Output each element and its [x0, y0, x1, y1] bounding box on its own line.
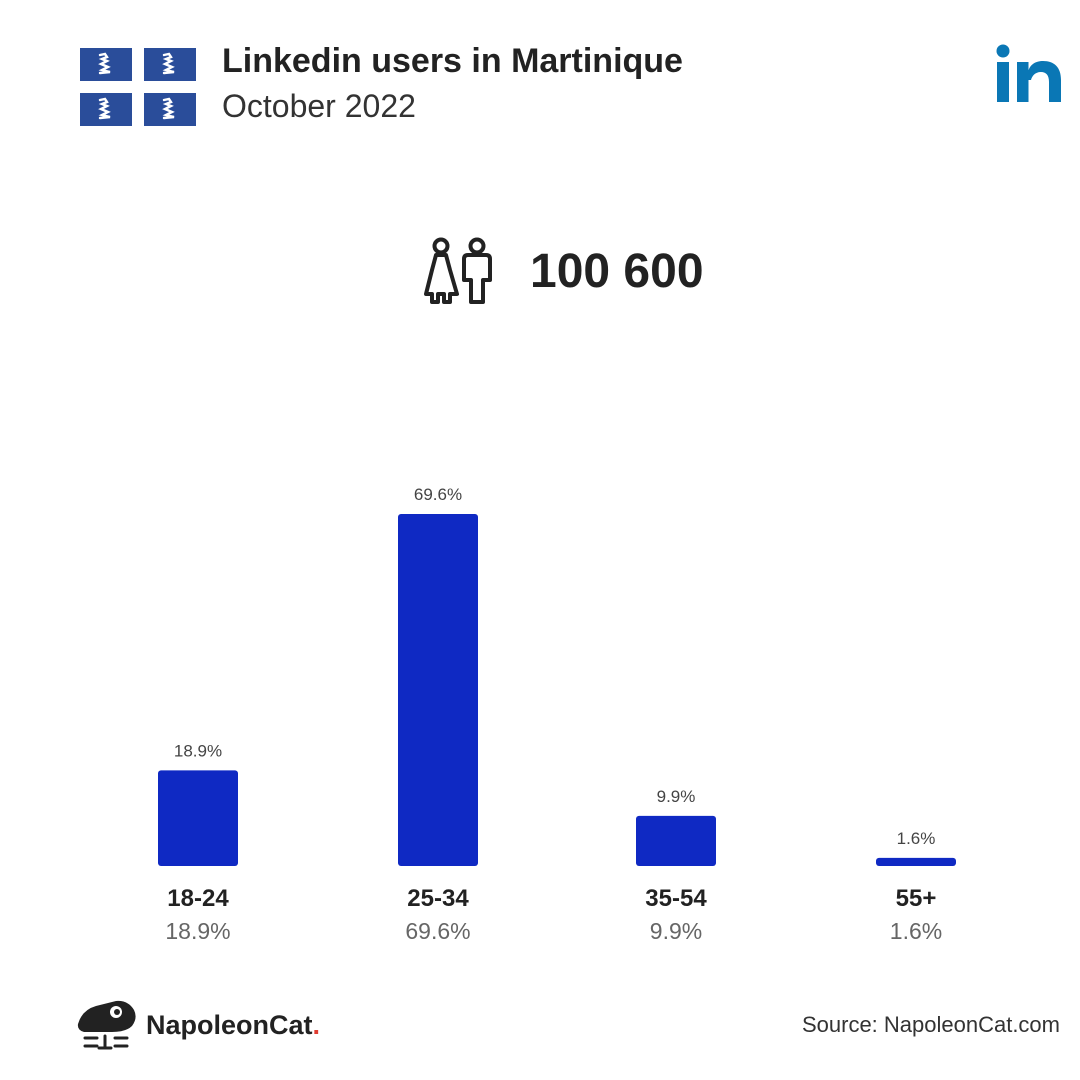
total-users: 100 600 [424, 236, 704, 306]
total-users-count: 100 600 [530, 244, 704, 298]
source-note: Source: NapoleonCat.com [801, 1012, 1060, 1037]
bar-55+ [876, 857, 956, 866]
bar-25-34 [398, 514, 478, 866]
data-label-35-54: 9.9% [657, 787, 696, 806]
bar-35-54 [636, 815, 716, 866]
tick-value-35-54: 9.9% [650, 918, 702, 944]
tick-label-18-24: 18-24 [167, 885, 229, 912]
tick-value-18-24: 18.9% [165, 918, 230, 944]
chart-subtitle: October 2022 [222, 88, 416, 124]
data-label-55+: 1.6% [897, 829, 936, 848]
tick-label-55+: 55+ [896, 885, 937, 912]
tick-value-25-34: 69.6% [405, 918, 470, 944]
brand-name: NapoleonCat. [146, 1009, 321, 1040]
tick-value-55+: 1.6% [890, 918, 942, 944]
data-label-18-24: 18.9% [174, 741, 222, 760]
data-label-25-34: 69.6% [414, 485, 462, 504]
linkedin-logo [996, 44, 1061, 102]
napoleoncat-icon [77, 1000, 136, 1050]
napoleoncat-logo: NapoleonCat. [76, 998, 320, 1052]
bar-18-24 [158, 770, 238, 866]
chart-title: Linkedin users in Martinique [222, 42, 683, 80]
tick-label-25-34: 25-34 [407, 885, 469, 912]
martinique-flag-icon [78, 46, 198, 128]
people-icon [424, 237, 492, 304]
tick-label-35-54: 35-54 [645, 885, 707, 912]
